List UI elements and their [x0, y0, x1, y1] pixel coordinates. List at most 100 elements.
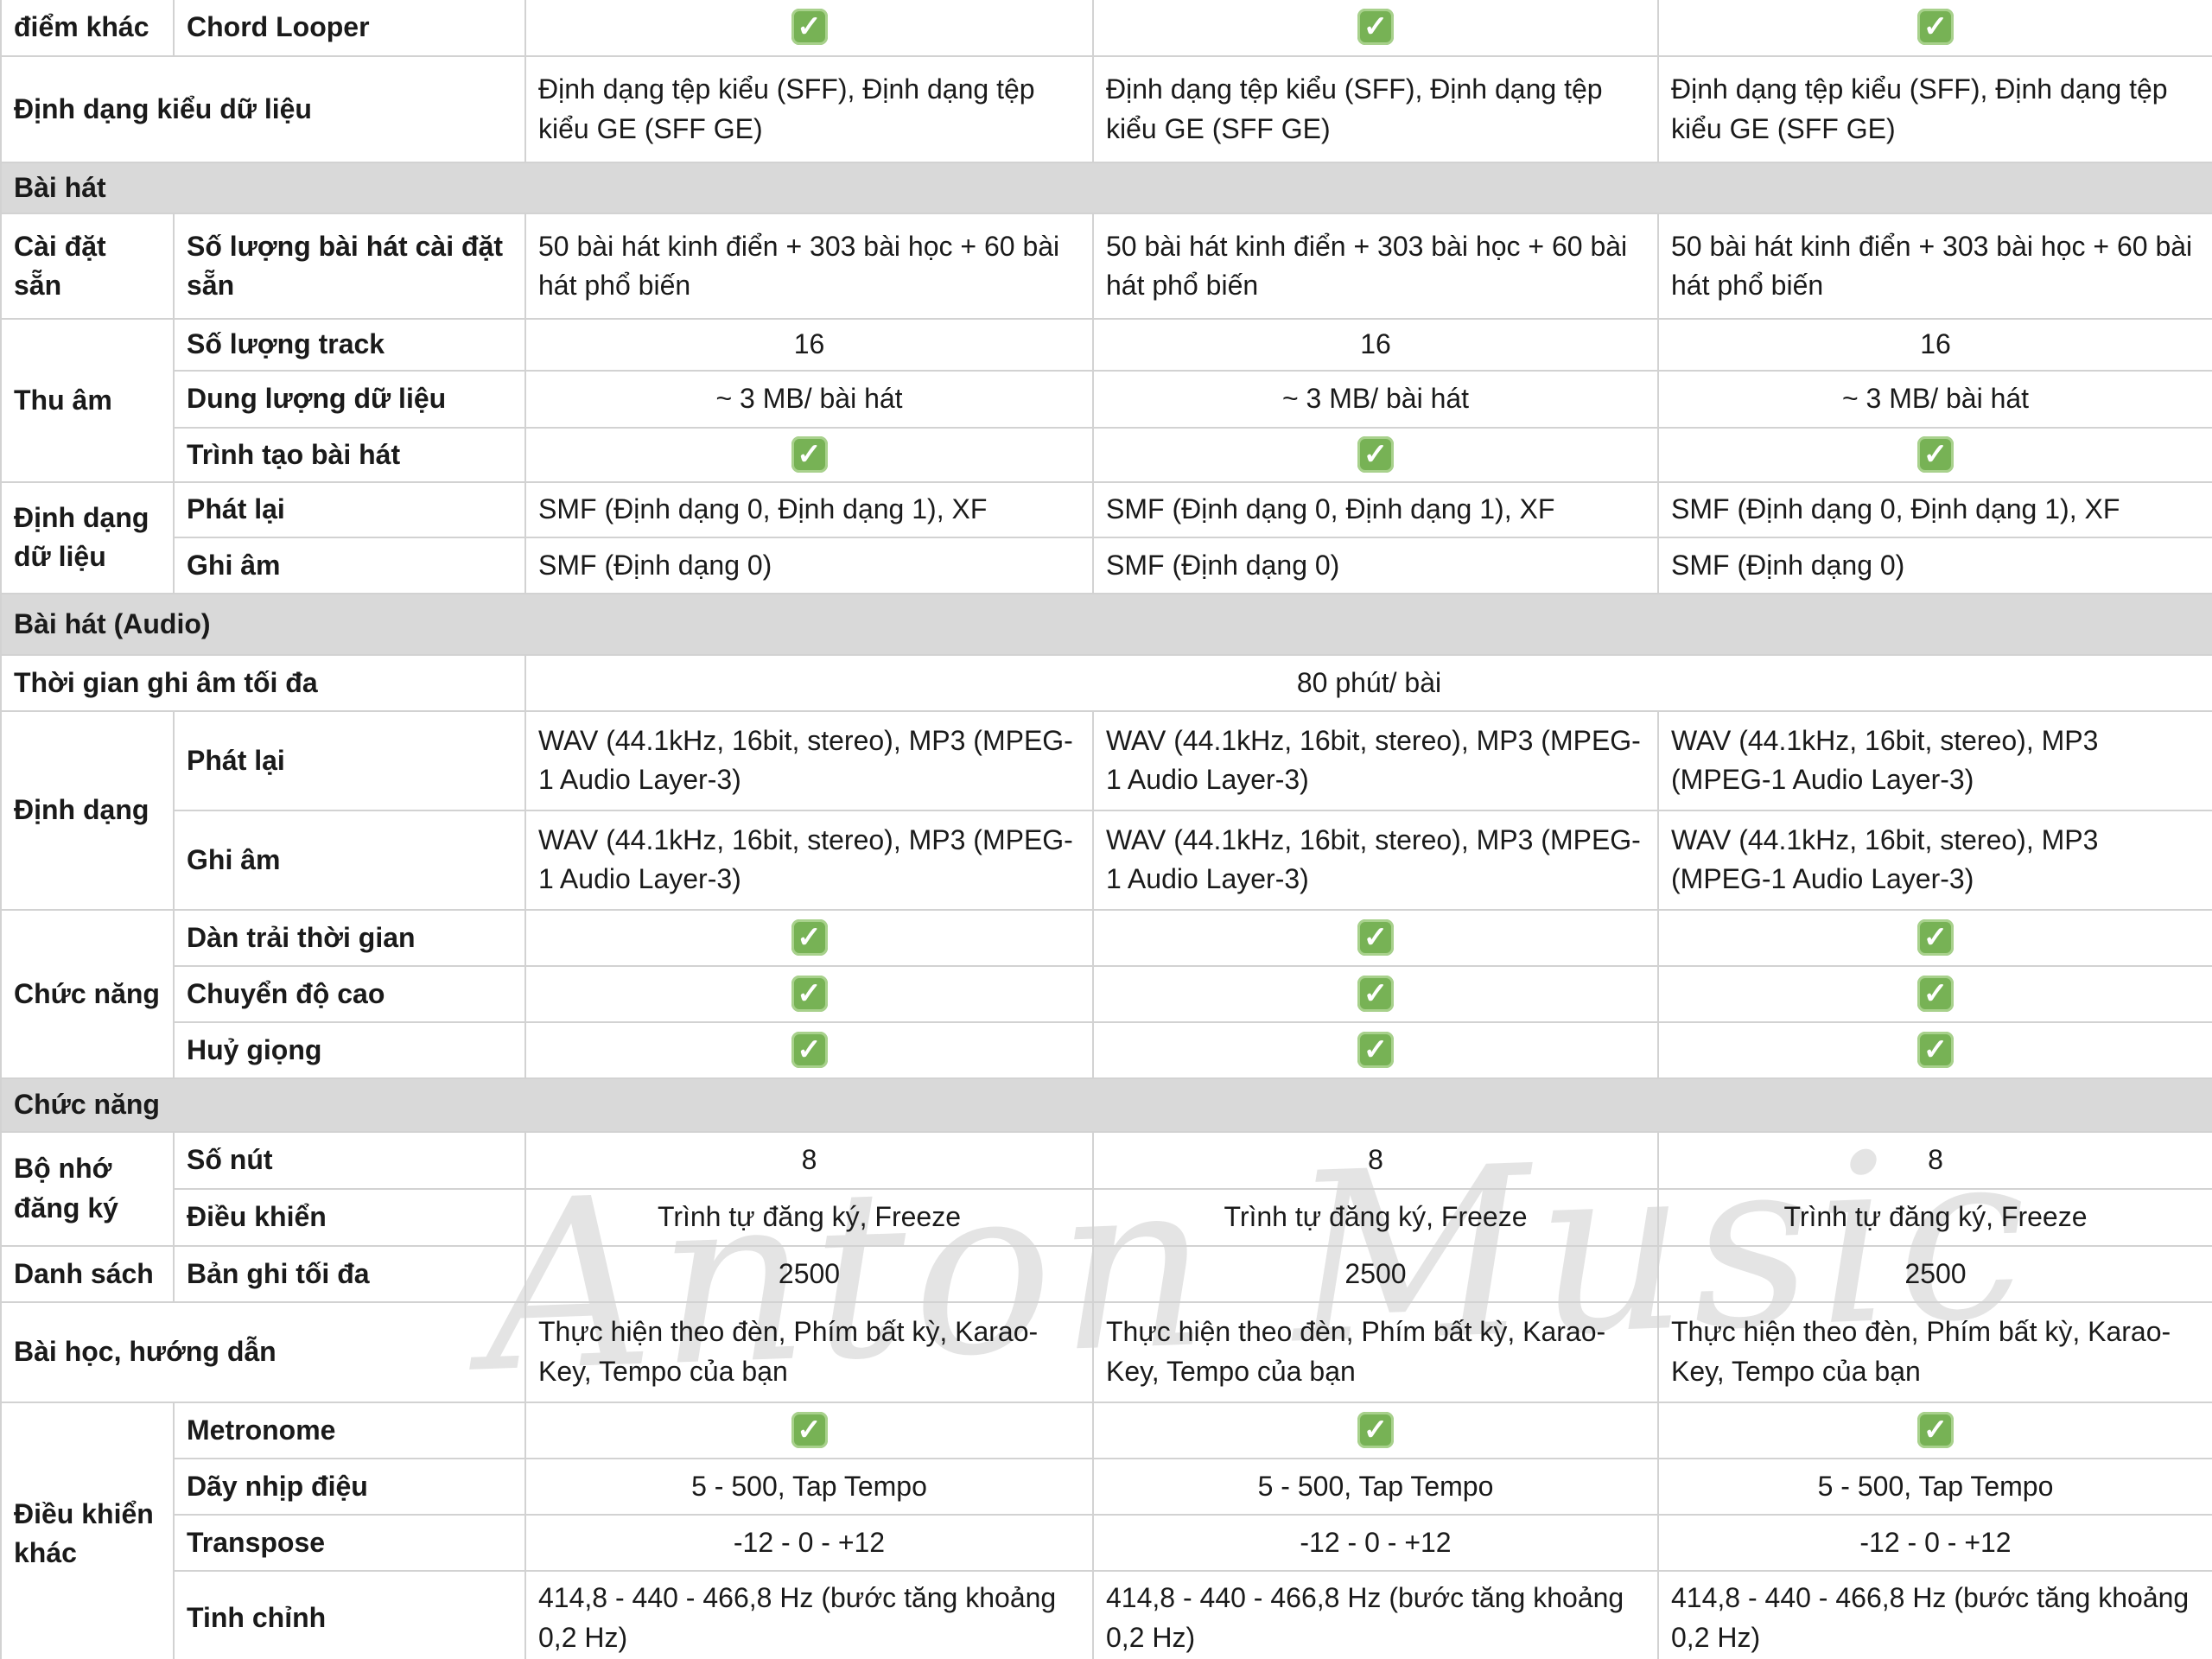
check-cell: ✓ — [524, 1020, 1094, 1079]
value-cell: Định dạng tệp kiểu (SFF), Định dạng tệp … — [524, 55, 1094, 163]
row-group-label: Thời gian ghi âm tối đa — [0, 653, 526, 712]
value-cell: Trình tự đăng ký, Freeze — [1092, 1187, 1659, 1247]
table-row: Định dạng dữ liệu Phát lại SMF (Định dạng … — [0, 480, 2212, 594]
row-group-label: Danh sách — [0, 1244, 175, 1303]
table-row: Chuyển độ cao ✓ ✓ ✓ — [1, 964, 2212, 1023]
row-label: Điều khiển — [173, 1187, 526, 1247]
row-group-label: Điều khiển khác — [0, 1401, 175, 1659]
checkmark-icon: ✓ — [1357, 1411, 1394, 1448]
value-cell: SMF (Định dạng 0) — [1657, 536, 2212, 594]
value-cell: ~ 3 MB/ bài hát — [1092, 369, 1659, 429]
value-cell: WAV (44.1kHz, 16bit, stereo), MP3 (MPEG-… — [1657, 709, 2212, 811]
check-cell: ✓ — [1092, 1401, 1659, 1459]
table-row: Bài học, hướng dẫn Thực hiện theo đèn, Ph… — [0, 1300, 2212, 1403]
value-cell: SMF (Định dạng 0, Định dạng 1), XF — [1657, 480, 2212, 538]
checkmark-icon: ✓ — [1357, 435, 1394, 473]
value-cell: SMF (Định dạng 0) — [1092, 536, 1659, 594]
row-label: Phát lại — [173, 480, 526, 538]
value-cell: WAV (44.1kHz, 16bit, stereo), MP3 (MPEG-… — [524, 809, 1094, 911]
row-group-label: điểm khác — [0, 0, 175, 57]
section-header: Chức năng — [0, 1077, 2212, 1133]
value-cell: 50 bài hát kinh điển + 303 bài học + 60 … — [1657, 213, 2212, 321]
check-cell: ✓ — [1657, 1020, 2212, 1079]
value-cell: 5 - 500, Tap Tempo — [524, 1457, 1094, 1516]
table-row: Bộ nhớ đăng ký Số nút 8 8 8 — [0, 1130, 2212, 1247]
table-row: Bài hát (Audio) — [0, 592, 2212, 656]
checkmark-icon: ✓ — [1917, 975, 1954, 1012]
row-group-label: Định dạng — [0, 709, 175, 911]
row-label: Dãy nhịp điệu — [173, 1457, 526, 1516]
checkmark-icon: ✓ — [1357, 1031, 1394, 1068]
checkmark-icon: ✓ — [791, 975, 828, 1012]
row-label: Chuyển độ cao — [173, 964, 526, 1023]
row-label: Số nút — [173, 1130, 526, 1190]
checkmark-icon: ✓ — [1357, 918, 1394, 956]
row-label: Dung lượng dữ liệu — [173, 369, 526, 429]
table-row: Dãy nhịp điệu 5 - 500, Tap Tempo 5 - 500, … — [1, 1457, 2212, 1516]
table-row: Ghi âm WAV (44.1kHz, 16bit, stereo), MP3 … — [1, 809, 2212, 911]
row-group-label: Bộ nhớ đăng ký — [0, 1130, 175, 1247]
checkmark-icon: ✓ — [791, 1411, 828, 1448]
checkmark-icon: ✓ — [1357, 9, 1394, 46]
row-label: Số lượng bài hát cài đặt sẵn — [173, 213, 526, 321]
row-label: Chord Looper — [173, 0, 526, 57]
value-cell: 50 bài hát kinh điển + 303 bài học + 60 … — [524, 213, 1094, 321]
value-cell: -12 - 0 - +12 — [524, 1513, 1094, 1572]
row-label: Bản ghi tối đa — [173, 1244, 526, 1303]
table-row: Chức năng — [0, 1077, 2212, 1133]
value-cell: 5 - 500, Tap Tempo — [1657, 1457, 2212, 1516]
row-group-label: Cài đặt sẵn — [0, 213, 175, 321]
value-cell: 16 — [524, 318, 1094, 372]
value-cell: 414,8 - 440 - 466,8 Hz (bước tăng khoảng… — [524, 1569, 1094, 1659]
value-cell: Trình tự đăng ký, Freeze — [1657, 1187, 2212, 1247]
value-cell: 16 — [1092, 318, 1659, 372]
value-cell: WAV (44.1kHz, 16bit, stereo), MP3 (MPEG-… — [1092, 809, 1659, 911]
check-cell: ✓ — [1657, 964, 2212, 1023]
value-cell: 8 — [1657, 1130, 2212, 1190]
check-cell: ✓ — [524, 908, 1094, 967]
value-cell: 2500 — [1657, 1244, 2212, 1303]
value-cell: 16 — [1657, 318, 2212, 372]
table-row: Danh sách Bản ghi tối đa 2500 2500 2500 — [0, 1244, 2212, 1303]
value-cell: 50 bài hát kinh điển + 303 bài học + 60 … — [1092, 213, 1659, 321]
value-cell: 8 — [524, 1130, 1094, 1190]
table-row: Transpose -12 - 0 - +12 -12 - 0 - +12 -12 -… — [1, 1513, 2212, 1572]
row-label: Trình tạo bài hát — [173, 426, 526, 483]
value-cell: 2500 — [524, 1244, 1094, 1303]
check-cell: ✓ — [1657, 1401, 2212, 1459]
checkmark-icon: ✓ — [1917, 1411, 1954, 1448]
value-cell: -12 - 0 - +12 — [1092, 1513, 1659, 1572]
row-label: Huỷ giọng — [173, 1020, 526, 1079]
check-cell: ✓ — [524, 426, 1094, 483]
value-cell: WAV (44.1kHz, 16bit, stereo), MP3 (MPEG-… — [1657, 809, 2212, 911]
value-cell: Trình tự đăng ký, Freeze — [524, 1187, 1094, 1247]
value-cell: SMF (Định dạng 0) — [524, 536, 1094, 594]
checkmark-icon: ✓ — [791, 9, 828, 46]
row-group-label: Bài học, hướng dẫn — [0, 1300, 526, 1403]
row-label: Phát lại — [173, 709, 526, 811]
checkmark-icon: ✓ — [1917, 435, 1954, 473]
value-cell: 8 — [1092, 1130, 1659, 1190]
check-cell: ✓ — [1092, 426, 1659, 483]
check-cell: ✓ — [1657, 0, 2212, 57]
section-header: Bài hát — [0, 161, 2212, 215]
value-cell: Thực hiện theo đèn, Phím bất kỳ, Karao-K… — [1657, 1300, 2212, 1403]
row-group-label: Định dạng kiểu dữ liệu — [0, 55, 526, 163]
value-cell: SMF (Định dạng 0, Định dạng 1), XF — [524, 480, 1094, 538]
value-cell: 80 phút/ bài — [524, 653, 2212, 712]
check-cell: ✓ — [1092, 964, 1659, 1023]
check-cell: ✓ — [1092, 908, 1659, 967]
check-cell: ✓ — [524, 0, 1094, 57]
checkmark-icon: ✓ — [791, 918, 828, 956]
table-row: Thời gian ghi âm tối đa 80 phút/ bài — [0, 653, 2212, 712]
row-group-label: Định dạng dữ liệu — [0, 480, 175, 594]
table-row: Điều khiển Trình tự đăng ký, Freeze Trình … — [1, 1187, 2212, 1247]
checkmark-icon: ✓ — [1917, 9, 1954, 46]
row-label: Số lượng track — [173, 318, 526, 372]
value-cell: WAV (44.1kHz, 16bit, stereo), MP3 (MPEG-… — [1092, 709, 1659, 811]
check-cell: ✓ — [1657, 426, 2212, 483]
value-cell: WAV (44.1kHz, 16bit, stereo), MP3 (MPEG-… — [524, 709, 1094, 811]
row-label: Ghi âm — [173, 536, 526, 594]
table-row: Dung lượng dữ liệu ~ 3 MB/ bài hát ~ 3 MB/… — [1, 369, 2212, 429]
